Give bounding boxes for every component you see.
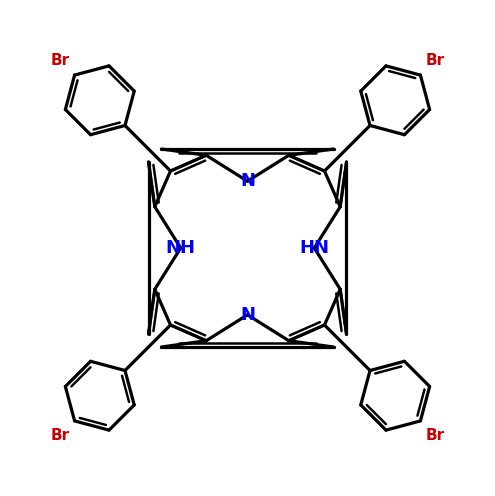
Text: N: N [240, 172, 255, 190]
Text: Br: Br [50, 53, 69, 68]
Text: Br: Br [50, 428, 69, 443]
Text: NH: NH [166, 239, 196, 257]
Text: HN: HN [299, 239, 329, 257]
Text: Br: Br [426, 53, 445, 68]
Text: N: N [240, 306, 255, 324]
Text: Br: Br [426, 428, 445, 443]
